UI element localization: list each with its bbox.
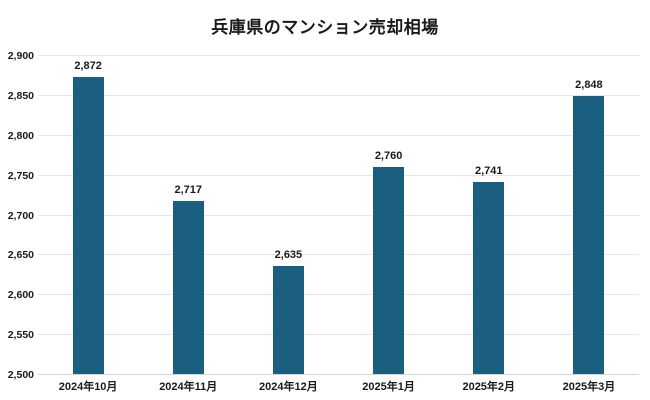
x-axis-tick-label: 2024年12月	[259, 381, 318, 393]
y-axis-tick-label: 2,500	[7, 368, 34, 381]
gridline	[38, 55, 639, 56]
plot-area: 2,500 2,550 2,600 2,650 2,700 2,750 2,800 2,850…	[8, 50, 639, 393]
x-axis-tick-label: 2024年10月	[58, 381, 118, 393]
bar	[373, 166, 405, 374]
bar-value-label: 2,848	[575, 79, 603, 92]
bar	[573, 96, 605, 374]
x-axis-tick-label: 2025年1月	[362, 381, 415, 393]
gridline	[38, 334, 639, 335]
x-axis-tick-label: 2025年3月	[562, 381, 616, 393]
gridline	[38, 294, 639, 295]
bar-value-label: 2,635	[274, 249, 303, 262]
gridline	[38, 95, 639, 96]
bar-value-label: 2,717	[174, 183, 203, 196]
bar	[172, 200, 204, 374]
x-axis-line	[38, 374, 639, 375]
y-axis-tick-label: 2,850	[7, 89, 34, 102]
chart-title: 兵庫県のマンション売却相場	[211, 18, 439, 37]
y-axis-tick-label: 2,700	[7, 209, 34, 222]
bar-value-label: 2,872	[74, 60, 102, 73]
bar	[72, 77, 104, 374]
y-axis-tick-label: 2,900	[7, 49, 34, 62]
x-axis-tick-label: 2025年2月	[462, 381, 516, 393]
bar-value-label: 2,760	[374, 149, 403, 162]
bar	[473, 181, 505, 374]
gridline	[38, 175, 639, 176]
y-axis-tick-label: 2,750	[7, 169, 34, 182]
x-axis-tick-label: 2024年11月	[159, 381, 218, 393]
y-axis-tick-label: 2,800	[7, 129, 34, 142]
y-axis-tick-label: 2,550	[7, 328, 34, 341]
gridline	[38, 254, 639, 255]
bar	[272, 266, 304, 374]
y-axis-tick-label: 2,600	[7, 288, 34, 301]
y-axis-tick-label: 2,650	[7, 248, 34, 261]
gridline	[38, 215, 639, 216]
gridline	[38, 135, 639, 136]
bar-value-label: 2,741	[474, 164, 503, 177]
